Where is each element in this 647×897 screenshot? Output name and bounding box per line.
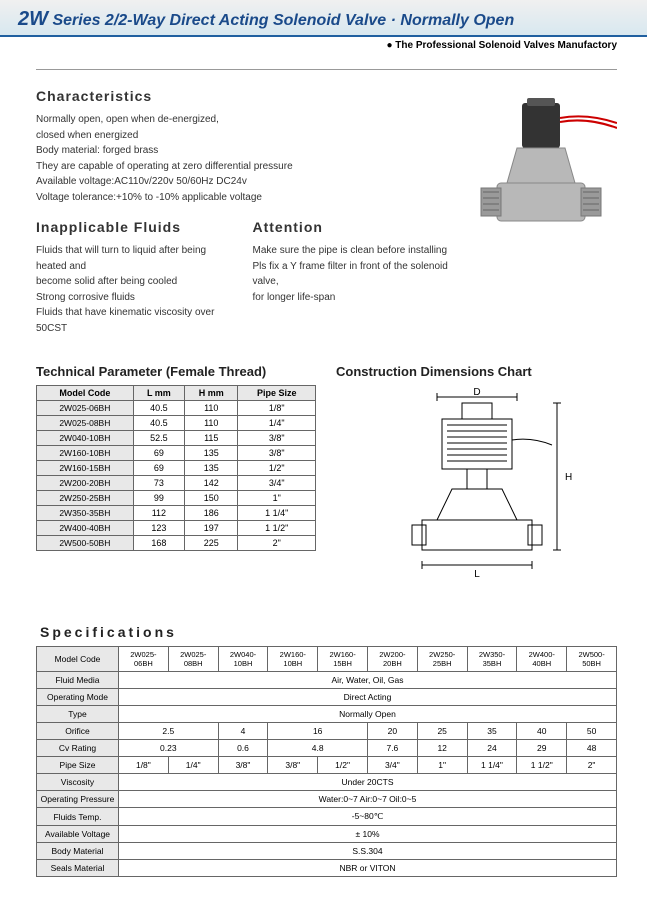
divider xyxy=(36,69,617,70)
table-row: 2W200-20BH731423/4" xyxy=(37,476,316,491)
title-prefix: 2W xyxy=(18,8,48,30)
characteristics-heading: Characteristics xyxy=(36,88,451,104)
text-line: Body material: forged brass xyxy=(36,143,451,159)
text-line: Fluids that will turn to liquid after be… xyxy=(36,243,235,274)
technical-table: Model CodeL mmH mmPipe Size 2W025-06BH40… xyxy=(36,385,316,551)
table-row: Operating ModeDirect Acting xyxy=(37,689,617,706)
table-row: TypeNormally Open xyxy=(37,706,617,723)
specifications-table: Model Code2W025-06BH2W025-08BH2W040-10BH… xyxy=(36,646,617,877)
col-header: H mm xyxy=(185,386,238,401)
table-row: Operating PressureWater:0~7 Air:0~7 Oil:… xyxy=(37,791,617,808)
inapplicable-list: Fluids that will turn to liquid after be… xyxy=(36,243,235,336)
table-row: 2W500-50BH1682252" xyxy=(37,536,316,551)
svg-text:H: H xyxy=(565,472,572,483)
table-row: 2W160-15BH691351/2" xyxy=(37,461,316,476)
col-header: Pipe Size xyxy=(238,386,316,401)
table-row: Cv Rating0.230.64.87.612242948 xyxy=(37,740,617,757)
text-line: Voltage tolerance:+10% to -10% applicabl… xyxy=(36,190,451,206)
table-row: Available Voltage± 10% xyxy=(37,826,617,843)
table-row: 2W250-25BH991501" xyxy=(37,491,316,506)
text-line: Pls fix a Y frame filter in front of the… xyxy=(253,259,452,290)
text-line: become solid after being cooled xyxy=(36,274,235,290)
table-row: 2W040-10BH52.51153/8" xyxy=(37,431,316,446)
text-line: Normally open, open when de-energized, xyxy=(36,112,451,128)
inapplicable-heading: Inapplicable Fluids xyxy=(36,219,235,235)
table-row: ViscosityUnder 20CTS xyxy=(37,774,617,791)
product-image xyxy=(467,88,617,336)
page-title: 2W Series 2/2-Way Direct Acting Solenoid… xyxy=(18,8,629,31)
svg-text:D: D xyxy=(473,387,480,398)
specifications-heading: Specifications xyxy=(40,624,617,640)
subtitle: ● The Professional Solenoid Valves Manuf… xyxy=(0,37,647,53)
header-bar: 2W Series 2/2-Way Direct Acting Solenoid… xyxy=(0,0,647,37)
table-row: Fluids Temp.-5~80℃ xyxy=(37,808,617,826)
technical-heading: Technical Parameter (Female Thread) xyxy=(36,364,316,379)
table-row: Pipe Size1/8"1/4"3/8"3/8"1/2"3/4"1"1 1/4… xyxy=(37,757,617,774)
table-row: Seals MaterialNBR or VITON xyxy=(37,860,617,877)
attention-heading: Attention xyxy=(253,219,452,235)
col-header: Model Code xyxy=(37,386,134,401)
text-line: for longer life-span xyxy=(253,290,452,306)
text-line: They are capable of operating at zero di… xyxy=(36,159,451,175)
table-row: Fluid MediaAir, Water, Oil, Gas xyxy=(37,672,617,689)
table-row: 2W025-08BH40.51101/4" xyxy=(37,416,316,431)
table-row: 2W160-10BH691353/8" xyxy=(37,446,316,461)
table-row: Orifice2.54162025354050 xyxy=(37,723,617,740)
dimensions-diagram: D H L xyxy=(336,385,617,590)
table-row: Model Code2W025-06BH2W025-08BH2W040-10BH… xyxy=(37,647,617,672)
text-line: Fluids that have kinematic viscosity ove… xyxy=(36,305,235,336)
svg-text:L: L xyxy=(474,569,480,580)
table-row: Body MaterialS.S.304 xyxy=(37,843,617,860)
table-row: 2W025-06BH40.51101/8" xyxy=(37,401,316,416)
col-header: L mm xyxy=(133,386,184,401)
text-line: Strong corrosive fluids xyxy=(36,290,235,306)
text-line: Make sure the pipe is clean before insta… xyxy=(253,243,452,259)
text-line: closed when energized xyxy=(36,128,451,144)
characteristics-list: Normally open, open when de-energized,cl… xyxy=(36,112,451,205)
table-row: 2W400-40BH1231971 1/2" xyxy=(37,521,316,536)
table-row: 2W350-35BH1121861 1/4" xyxy=(37,506,316,521)
attention-list: Make sure the pipe is clean before insta… xyxy=(253,243,452,305)
dimensions-heading: Construction Dimensions Chart xyxy=(336,364,617,379)
title-rest: Series 2/2-Way Direct Acting Solenoid Va… xyxy=(48,12,514,29)
text-line: Available voltage:AC110v/220v 50/60Hz DC… xyxy=(36,174,451,190)
